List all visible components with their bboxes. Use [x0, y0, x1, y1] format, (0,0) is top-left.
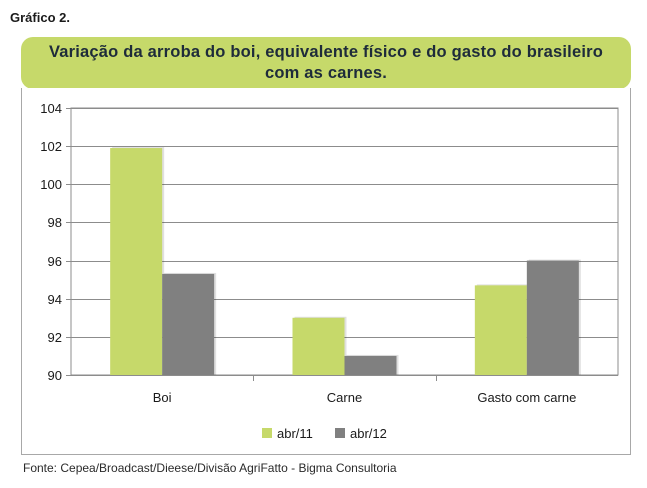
y-tick-label: 96	[48, 254, 62, 269]
chart-title-box: Variação da arroba do boi, equivalente f…	[21, 37, 631, 89]
bar-abr-11-carne	[292, 317, 345, 375]
y-tick-label: 92	[48, 330, 62, 345]
y-tick-label: 104	[40, 101, 62, 116]
y-tick-label: 102	[40, 139, 62, 154]
y-tick-label: 100	[40, 177, 62, 192]
source-note: Fonte: Cepea/Broadcast/Dieese/Divisão Ag…	[23, 461, 397, 475]
chart-title-line-1: Variação da arroba do boi, equivalente f…	[48, 43, 604, 61]
chart-title-line-2: com as carnes.	[264, 64, 388, 82]
x-category-label: Carne	[327, 390, 362, 405]
legend-swatch	[335, 428, 345, 438]
y-tick-label: 90	[48, 368, 62, 383]
legend-label: abr/11	[277, 426, 313, 441]
x-category-label: Gasto com carne	[477, 390, 576, 405]
y-tick-label: 98	[48, 215, 62, 230]
bar-abr-11-boi	[110, 148, 163, 375]
bar-abr-12-carne	[344, 355, 397, 375]
figure-label: Gráfico 2.	[10, 10, 70, 25]
y-tick-label: 94	[48, 292, 62, 307]
bar-abr-12-boi	[162, 273, 215, 375]
bar-abr-12-gasto-com-carne	[526, 260, 579, 375]
legend-swatch	[262, 428, 272, 438]
x-category-label: Boi	[153, 390, 172, 405]
bar-abr-11-gasto-com-carne	[474, 285, 527, 375]
legend-label: abr/12	[350, 426, 387, 441]
